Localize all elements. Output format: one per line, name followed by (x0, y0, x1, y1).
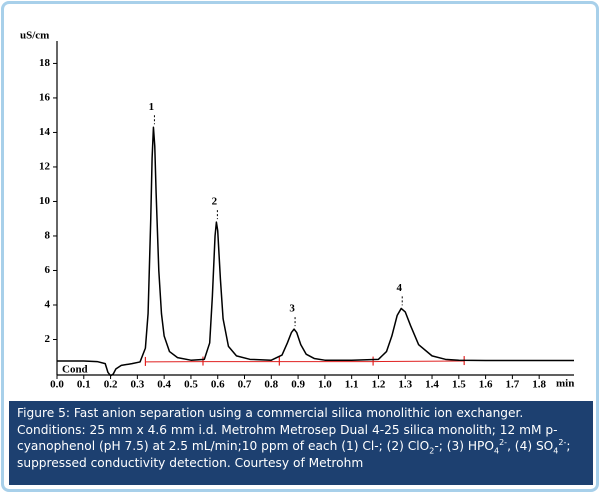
y-tick-label: 4 (45, 299, 51, 311)
caption-body: Conditions: 25 mm x 4.6 mm i.d. Metrohm … (17, 422, 585, 472)
x-tick-label: 0.1 (77, 379, 91, 391)
y-tick-label: 12 (39, 160, 51, 172)
x-tick-label: 0.0 (50, 379, 64, 391)
caption-sub: 4 (553, 446, 559, 456)
x-tick-label: 0.7 (238, 379, 252, 391)
caption-text: -; (3) HPO (434, 439, 494, 453)
x-tick-label: 0.5 (184, 379, 198, 391)
y-tick-label: 6 (45, 264, 51, 276)
caption-sup: 2- (499, 437, 508, 447)
x-tick-label: 1.4 (425, 379, 439, 391)
caption-text: Conditions: 25 mm x 4.6 mm i.d. Metrohm … (17, 422, 558, 454)
caption-text: , (4) SO (507, 439, 554, 453)
x-tick-label: 0.6 (211, 379, 225, 391)
peak-label: 3 (289, 303, 295, 315)
x-axis-label: min (556, 378, 574, 390)
caption-sub: 4 (493, 446, 500, 456)
x-tick-label: 0.4 (157, 379, 171, 391)
caption-heading: Figure 5: Fast anion separation using a … (17, 406, 524, 420)
integration-baseline (145, 360, 465, 363)
x-tick-label: 1.5 (452, 379, 466, 391)
peak-label: 2 (212, 196, 218, 208)
x-tick-label: 0.9 (291, 379, 305, 391)
caption-sup: 2- (558, 437, 567, 447)
y-tick-label: 2 (45, 333, 51, 345)
x-tick-label: 1.3 (398, 379, 412, 391)
y-tick-label: 8 (45, 230, 51, 242)
x-tick-label: 0.2 (104, 379, 118, 391)
x-tick-label: 1.6 (479, 379, 493, 391)
y-axis-label: uS/cm (20, 30, 49, 42)
caption-sub: 2 (429, 446, 435, 456)
x-tick-label: 1.7 (506, 379, 520, 391)
x-tick-label: 1.2 (372, 379, 386, 391)
peak-label: 4 (396, 282, 402, 294)
y-tick-label: 10 (39, 195, 51, 207)
y-tick-label: 14 (39, 126, 51, 138)
y-tick-label: 16 (39, 91, 51, 103)
x-tick-label: 0.3 (130, 379, 144, 391)
peak-label: 1 (149, 101, 155, 113)
x-tick-label: 1.0 (318, 379, 332, 391)
y-tick-label: 18 (39, 57, 51, 69)
x-tick-label: 1.8 (532, 379, 546, 391)
chromatogram-trace (57, 126, 574, 377)
caption-text: ; suppressed conductivity detection. Cou… (17, 439, 571, 470)
x-tick-label: 0.8 (264, 379, 278, 391)
trace-label: Cond (62, 364, 88, 376)
caption: Figure 5: Fast anion separation using a … (9, 401, 593, 485)
x-tick-label: 1.1 (345, 379, 359, 391)
